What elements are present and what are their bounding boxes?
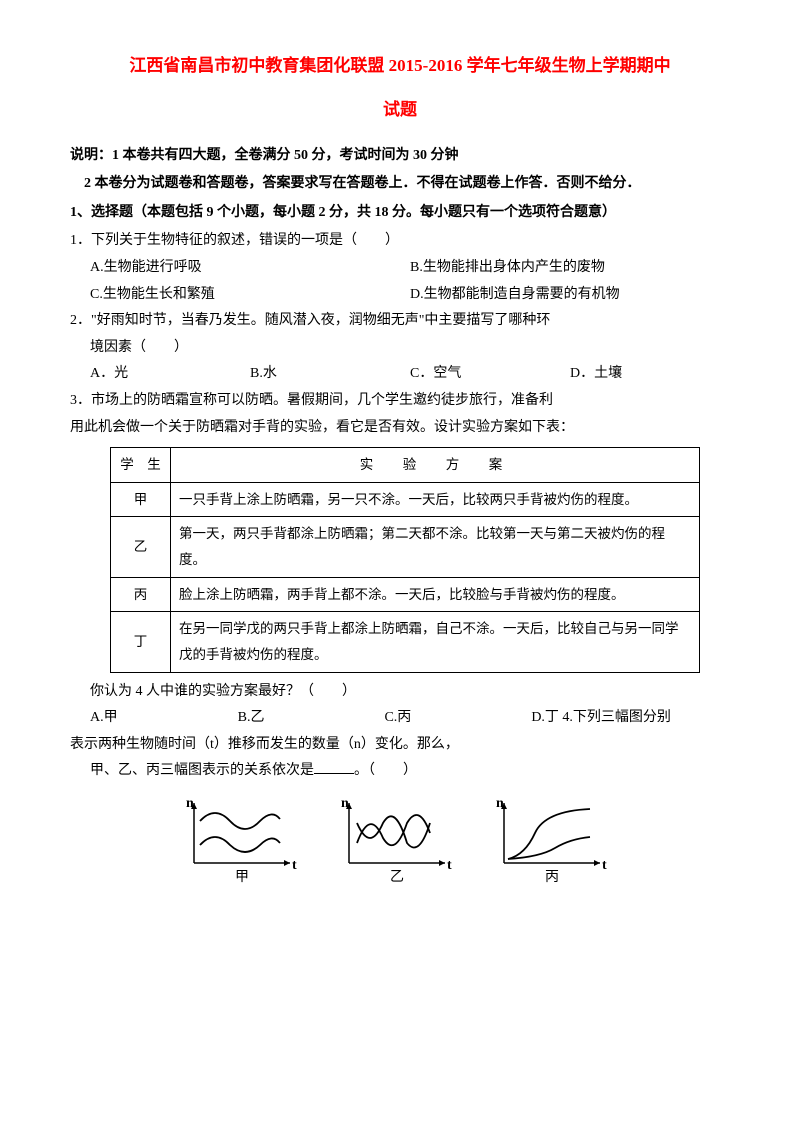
chart-bing: n t 丙 (490, 793, 620, 883)
q2-option-d: D．土壤 (570, 361, 730, 388)
table-row: 丁 在另一同学戊的两只手背上都涂上防晒霜，自己不涂。一天后，比较自己与另一同学戊… (111, 612, 700, 672)
student-cell: 丙 (111, 577, 171, 612)
q3-text-2: 用此机会做一个关于防晒霜对手背的实验，看它是否有效。设计实验方案如下表： (70, 415, 730, 442)
student-cell: 甲 (111, 482, 171, 517)
plan-cell: 一只手背上涂上防晒霜，另一只不涂。一天后，比较两只手背被灼伤的程度。 (171, 482, 700, 517)
q2-option-c: C．空气 (410, 361, 570, 388)
plan-cell: 第一天，两只手背都涂上防晒霜；第二天都不涂。比较第一天与第二天被灼伤的程度。 (171, 517, 700, 577)
q4-line-2: 甲、乙、丙三幅图表示的关系依次是。（ ） (90, 758, 730, 785)
q1-text: 1．下列关于生物特征的叙述，错误的一项是（ ） (70, 228, 730, 255)
q1-option-c: C.生物能生长和繁殖 (90, 282, 410, 309)
chart-label: 丙 (545, 870, 559, 883)
table-row: 甲 一只手背上涂上防晒霜，另一只不涂。一天后，比较两只手背被灼伤的程度。 (111, 482, 700, 517)
q3-option-a: A.甲 (90, 705, 118, 732)
plan-cell: 脸上涂上防晒霜，两手背上都不涂。一天后，比较脸与手背被灼伤的程度。 (171, 577, 700, 612)
q3-text: 3．市场上的防晒霜宣称可以防晒。暑假期间，几个学生邀约徒步旅行，准备利 (70, 388, 730, 415)
q3-after-text: 你认为 4 人中谁的实验方案最好？（ ） (90, 679, 730, 706)
question-1: 1．下列关于生物特征的叙述，错误的一项是（ ） A.生物能进行呼吸 B.生物能排… (70, 228, 730, 308)
q4-line-1: 表示两种生物随时间（t）推移而发生的数量（n）变化。那么， (70, 732, 730, 759)
chart-label: 甲 (235, 870, 249, 883)
col-student-header: 学 生 (111, 448, 171, 483)
q2-option-a: A．光 (90, 361, 250, 388)
document-title: 江西省南昌市初中教育集团化联盟 2015-2016 学年七年级生物上学期期中 (70, 50, 730, 82)
instruction-line-2: 2 本卷分为试题卷和答题卷，答案要求写在答题卷上．不得在试题卷上作答．否则不给分… (70, 171, 730, 198)
table-header-row: 学 生 实 验 方 案 (111, 448, 700, 483)
blank-underline (314, 760, 354, 774)
student-cell: 乙 (111, 517, 171, 577)
axis-x-label: t (447, 858, 452, 873)
table-row: 丙 脸上涂上防晒霜，两手背上都不涂。一天后，比较脸与手背被灼伤的程度。 (111, 577, 700, 612)
chart-jia: n t 甲 (180, 793, 310, 883)
plan-cell: 在另一同学戊的两只手背上都涂上防晒霜，自己不涂。一天后，比较自己与另一同学戊的手… (171, 612, 700, 672)
document-subtitle: 试题 (70, 94, 730, 126)
q1-option-a: A.生物能进行呼吸 (90, 255, 410, 282)
q3-option-d-and-q4-start: D.丁 4.下列三幅图分别 (531, 705, 671, 732)
question-4: 表示两种生物随时间（t）推移而发生的数量（n）变化。那么， 甲、乙、丙三幅图表示… (70, 732, 730, 883)
q2-option-b: B.水 (250, 361, 410, 388)
q3-option-b: B.乙 (238, 705, 265, 732)
experiment-table: 学 生 实 验 方 案 甲 一只手背上涂上防晒霜，另一只不涂。一天后，比较两只手… (110, 447, 700, 672)
chart-yi: n t 乙 (335, 793, 465, 883)
q2-text-2: 境因素（ ） (90, 335, 730, 362)
student-cell: 丁 (111, 612, 171, 672)
chart-label: 乙 (390, 869, 404, 883)
chart-yi-svg: n t 乙 (335, 793, 465, 883)
question-3: 3．市场上的防晒霜宣称可以防晒。暑假期间，几个学生邀约徒步旅行，准备利 用此机会… (70, 388, 730, 732)
chart-bing-svg: n t 丙 (490, 793, 620, 883)
q1-option-b: B.生物能排出身体内产生的废物 (410, 255, 730, 282)
instruction-line-1: 说明：1 本卷共有四大题，全卷满分 50 分，考试时间为 30 分钟 (70, 143, 730, 170)
charts-row: n t 甲 n t 乙 (70, 793, 730, 883)
question-2: 2．"好雨知时节，当春乃发生。随风潜入夜，润物细无声"中主要描写了哪种环 境因素… (70, 308, 730, 388)
axis-x-label: t (292, 858, 297, 873)
section-1-header: 1、选择题（本题包括 9 个小题，每小题 2 分，共 18 分。每小题只有一个选… (70, 200, 730, 227)
col-plan-header: 实 验 方 案 (171, 448, 700, 483)
table-row: 乙 第一天，两只手背都涂上防晒霜；第二天都不涂。比较第一天与第二天被灼伤的程度。 (111, 517, 700, 577)
chart-jia-svg: n t 甲 (180, 793, 310, 883)
q3-option-c: C.丙 (384, 705, 411, 732)
q2-text: 2．"好雨知时节，当春乃发生。随风潜入夜，润物细无声"中主要描写了哪种环 (70, 308, 730, 335)
q1-option-d: D.生物都能制造自身需要的有机物 (410, 282, 730, 309)
axis-x-label: t (602, 858, 607, 873)
